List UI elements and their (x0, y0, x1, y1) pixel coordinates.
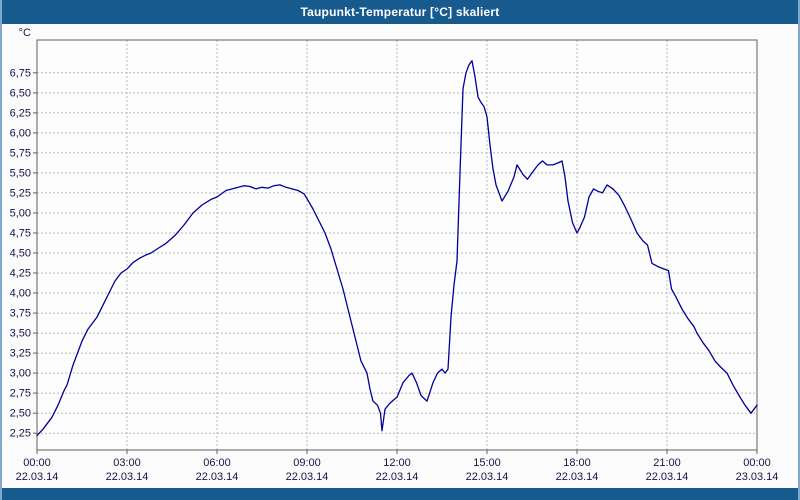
y-tick-label: 3,25 (10, 348, 31, 360)
y-tick-label: 2,75 (10, 388, 31, 400)
y-tick-label: 3,00 (10, 368, 31, 380)
x-date-label: 22.03.14 (466, 471, 509, 483)
y-tick-label: 4,25 (10, 268, 31, 280)
y-tick-label: 4,00 (10, 288, 31, 300)
x-date-label: 22.03.14 (196, 471, 239, 483)
y-tick-label: 2,25 (10, 428, 31, 440)
y-tick-label: 5,25 (10, 187, 31, 199)
x-tick-label: 00:00 (23, 457, 51, 469)
temperature-line (36, 60, 758, 437)
x-date-label: 22.03.14 (16, 471, 59, 483)
y-tick-label: 5,75 (10, 147, 31, 159)
x-tick-label: 09:00 (293, 457, 321, 469)
x-tick-label: 03:00 (113, 457, 141, 469)
y-tick-label: 4,50 (10, 248, 31, 260)
y-axis-unit-label: °C (19, 27, 31, 39)
x-tick-label: 00:00 (743, 457, 771, 469)
y-tick-label: 6,50 (10, 87, 31, 99)
x-tick-label: 21:00 (653, 457, 681, 469)
chart-title: Taupunkt-Temperatur [°C] skaliert (300, 5, 500, 19)
y-tick-label: 3,75 (10, 308, 31, 320)
x-date-label: 22.03.14 (286, 471, 329, 483)
plot-border (36, 39, 758, 451)
x-tick-label: 12:00 (383, 457, 411, 469)
y-tick-label: 5,00 (10, 208, 31, 220)
x-date-label: 22.03.14 (646, 471, 689, 483)
y-tick-label: 3,50 (10, 328, 31, 340)
y-tick-label: 2,50 (10, 408, 31, 420)
x-date-label: 23.03.14 (736, 471, 779, 483)
y-tick-label: 6,25 (10, 107, 31, 119)
x-date-label: 22.03.14 (106, 471, 149, 483)
x-tick-label: 15:00 (473, 457, 501, 469)
y-tick-label: 6,75 (10, 67, 31, 79)
bottom-bar (2, 488, 798, 500)
line-chart: 2,25 2,50 2,75 3,00 3,25 3,50 3,75 4,00 4,25 4,50… (10, 27, 779, 483)
chart-area: 2,25 2,50 2,75 3,00 3,25 3,50 3,75 4,00 4,25 4,50… (2, 24, 798, 488)
chart-title-bar: Taupunkt-Temperatur [°C] skaliert (2, 0, 798, 24)
y-tick-label: 4,75 (10, 228, 31, 240)
x-tick-label: 06:00 (203, 457, 231, 469)
y-tick-label: 5,50 (10, 167, 31, 179)
x-date-label: 22.03.14 (376, 471, 419, 483)
x-tick-label: 18:00 (563, 457, 591, 469)
y-tick-label: 6,00 (10, 127, 31, 139)
x-date-label: 22.03.14 (556, 471, 599, 483)
